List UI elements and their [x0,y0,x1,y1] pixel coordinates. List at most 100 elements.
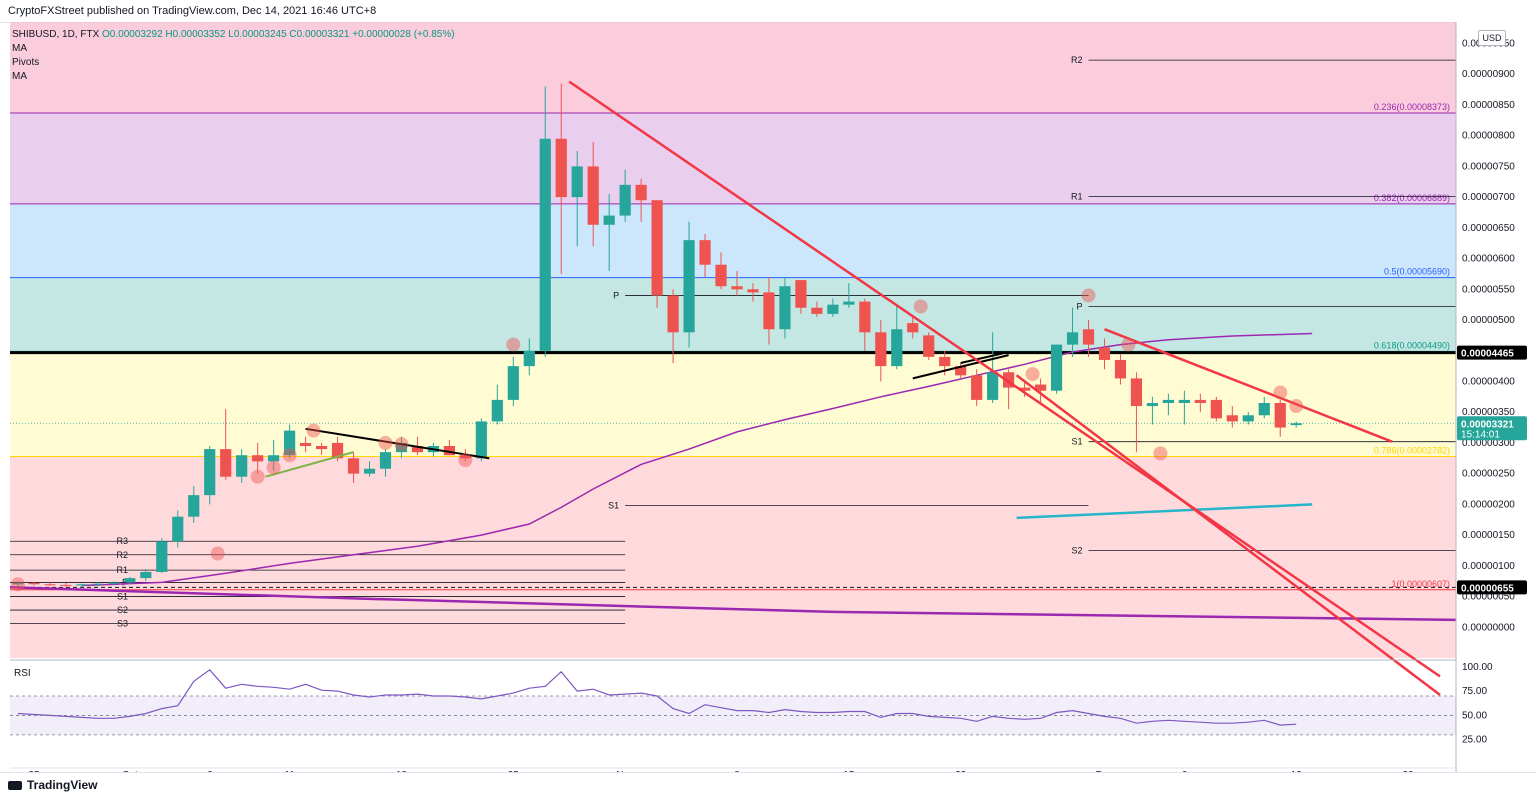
trend-line [1015,374,1441,696]
candle-body [268,455,280,462]
x-tick-label: 20 [1403,770,1415,772]
candle-body [699,240,711,265]
pivot-label: S2 [117,605,128,615]
y-tick-label: 0.00000550 [1462,284,1515,295]
candle-body [395,442,408,453]
pivot-label: R2 [1071,55,1083,65]
cyan-line [1016,503,1313,520]
highlight-circle [250,469,265,484]
fib-level-label: 0.618(0.00004490) [1374,340,1450,350]
pivot-label: S1 [117,592,128,602]
ma-short-line [81,332,1313,587]
y-tick-label: 0.00000000 [1462,622,1515,633]
highlight-circle [913,299,928,314]
fib-zone [10,456,1456,658]
candle-body [827,304,839,314]
pivot-label: S1 [1071,437,1082,447]
y-tick-label: 0.00000200 [1462,499,1515,510]
candle-body [1050,344,1063,391]
y-tick-label: 0.00000800 [1462,131,1515,142]
fib-level-label: 0.786(0.00002782) [1374,445,1450,455]
candle-body [635,184,647,201]
candle-body [1274,402,1286,428]
candle-body [60,584,72,586]
legend-indicator-ma-2[interactable]: MA [12,71,27,82]
tradingview-logo-icon [8,781,22,791]
candle-body [1290,423,1302,426]
legend-indicator-pivots[interactable]: Pivots [12,57,40,68]
candle-body [1242,415,1254,422]
fib-zone [10,22,1456,113]
price-axis [1456,22,1536,772]
currency-label[interactable]: USD [1478,30,1506,46]
candle-body [204,449,216,496]
candle-body [331,442,344,459]
fib-zone [10,112,1456,204]
publish-text: CryptoFXStreet published on TradingView.… [8,5,377,17]
publish-header: CryptoFXStreet published on TradingView.… [0,0,1536,23]
y-tick-label: 0.00000300 [1462,438,1515,449]
fib-zone [10,351,1456,457]
footer-bar: TradingView [0,772,1536,797]
y-tick-label: 0.00000500 [1462,315,1515,326]
pivot-label: S2 [1071,545,1082,555]
y-tick-label: 0.00000050 [1462,592,1515,603]
legend-indicator-ma-1[interactable]: MA [12,43,27,54]
x-tick-label: 25 [28,770,40,772]
candle-body [683,240,695,333]
candle-body [571,166,583,198]
price-label-text: 0.00004465 [1461,349,1514,360]
candle-body [491,399,503,422]
candle-body [891,329,903,367]
highlight-circle [394,437,409,452]
candle-body [172,516,184,542]
candle-body [523,350,535,367]
candle-body [379,452,392,469]
price-chart[interactable]: 0.236(0.00008373) 0.382(0.00006889) 0.5(0.… [0,22,1536,772]
candle-body [475,421,487,459]
x-tick-label: 6 [1182,770,1188,772]
candle-body [955,366,967,376]
candle-body [587,166,599,225]
highlight-circle [1273,385,1288,400]
candle-body [875,332,887,367]
candle-body [252,455,264,462]
x-tick-label: 13 [1291,770,1303,772]
price-label-box [1457,580,1527,595]
candle-body [363,468,376,474]
candle-body [459,455,471,459]
pivot-label: S1 [608,501,619,511]
x-tick-label: Dec [1096,770,1114,772]
candle-body [667,295,679,333]
candle-body [939,356,951,367]
candle-body [1130,378,1143,407]
highlight-circle [1121,337,1136,352]
candle-body [987,372,999,400]
tradingview-logo[interactable]: TradingView [8,773,97,797]
pivot-label: S3 [117,619,128,629]
candle-body [28,583,40,585]
y-tick-label: 0.00000900 [1462,69,1515,80]
candle-body [1178,399,1190,403]
y-tick-label: 0.00000100 [1462,561,1515,572]
candle-body [811,307,823,314]
rsi-tick-label: 75.00 [1462,686,1487,697]
candle-body [1098,347,1111,360]
y-tick-label: 0.00000350 [1462,407,1515,418]
highlight-circle [458,453,473,468]
candle-body [539,138,551,351]
y-tick-label: 0.00000400 [1462,376,1515,387]
legend-ohlc: O0.00003292 H0.00003352 L0.00003245 C0.0… [102,29,455,40]
highlight-circle [378,435,393,450]
candle-body [347,458,360,474]
pivot-label: P [1076,302,1082,312]
price-label-box [1457,345,1527,360]
candle-body [156,541,168,572]
tradingview-brand: TradingView [27,778,98,792]
candle-body [1066,332,1079,345]
candle-body [443,446,455,456]
candle-body [971,375,983,400]
highlight-circle [506,337,521,352]
candle-body [779,286,791,330]
candle-body [619,184,631,216]
